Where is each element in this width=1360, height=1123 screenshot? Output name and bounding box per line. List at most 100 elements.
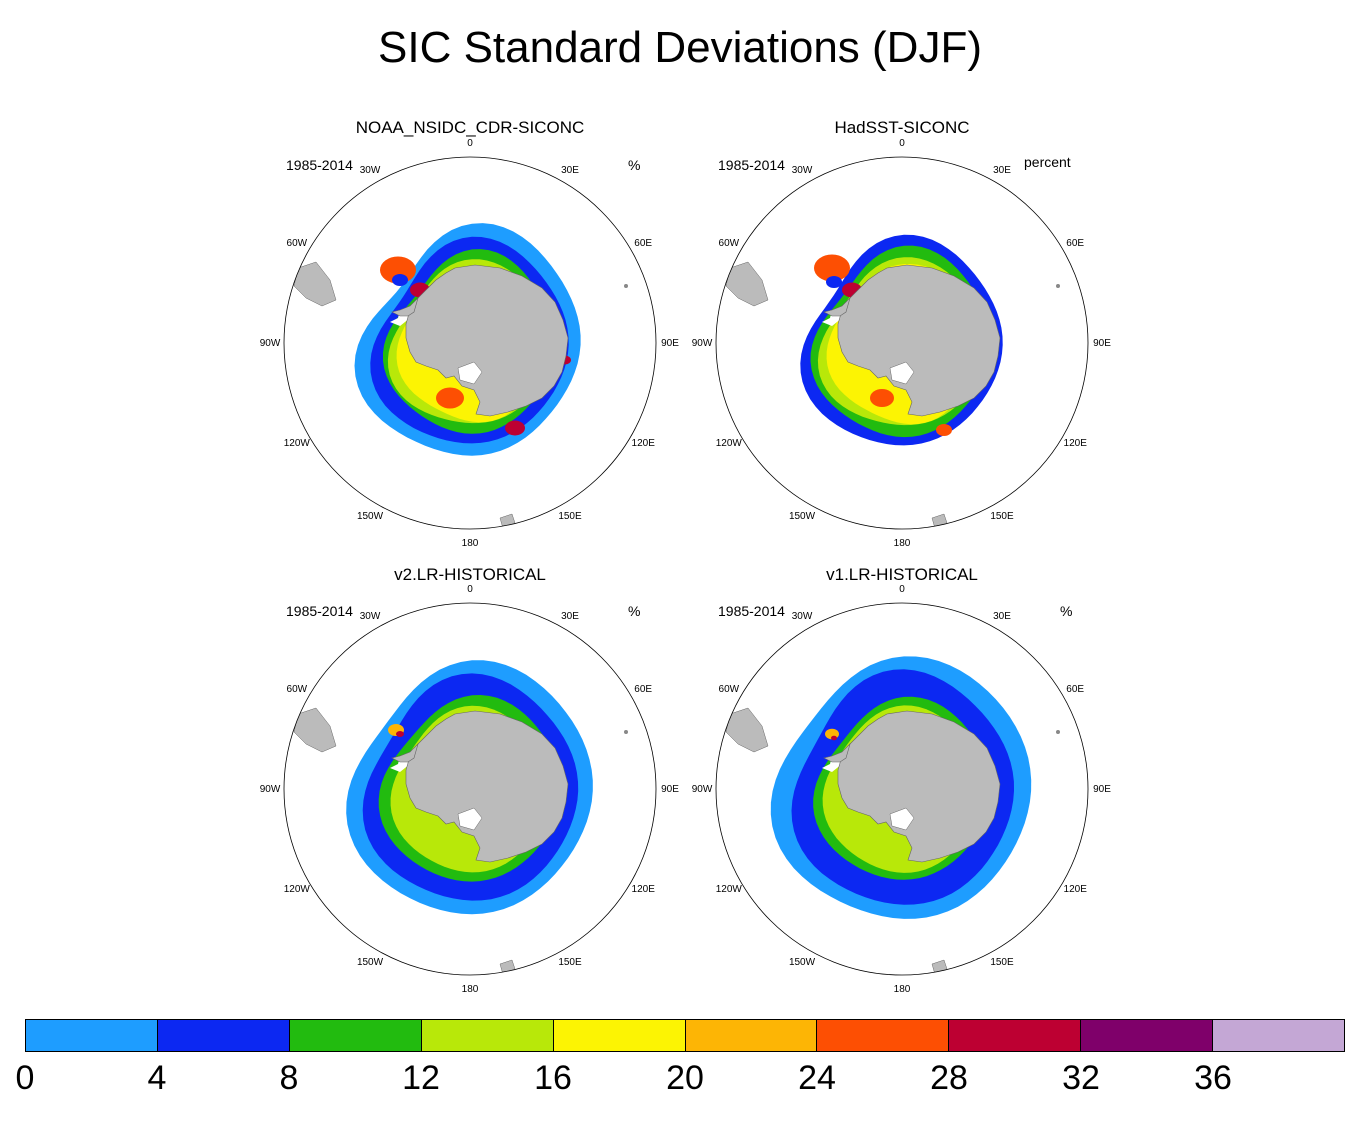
ice-shelf — [457, 361, 483, 385]
panel-units-v2: % — [628, 603, 641, 619]
colorbar-swatch — [685, 1019, 818, 1052]
sea-ice-hotspot — [826, 276, 842, 288]
new-zealand-land — [499, 513, 517, 529]
sea-ice-field — [293, 660, 628, 975]
island — [1056, 284, 1060, 288]
longitude-label: 180 — [462, 984, 479, 995]
new-zealand-land — [931, 513, 949, 529]
map-boundary — [715, 602, 1089, 976]
colorbar-tick-label: 32 — [1062, 1059, 1100, 1097]
longitude-label: 150E — [990, 511, 1014, 522]
panel-period-obs1: 1985-2014 — [286, 157, 353, 173]
colorbar-swatch — [817, 1019, 950, 1052]
longitude-label: 90E — [1093, 338, 1111, 349]
sea-ice-hotspot — [936, 424, 952, 436]
colorbar — [25, 1019, 1346, 1052]
ice-shelf — [889, 807, 915, 831]
longitude-label: 90E — [661, 338, 679, 349]
longitude-label: 90W — [692, 338, 713, 349]
panel-units-v1: % — [1060, 603, 1073, 619]
panel-units-obs1: % — [628, 157, 641, 173]
longitude-label: 120E — [1064, 884, 1088, 895]
sea-ice-hotspot — [436, 387, 464, 409]
longitude-label: 60E — [634, 684, 652, 695]
longitude-label: 90W — [260, 338, 281, 349]
longitude-label: 0 — [899, 138, 905, 149]
longitude-label: 90E — [1093, 784, 1111, 795]
sea-ice-field — [725, 234, 1060, 529]
panel-units-obs2: percent — [1024, 154, 1071, 170]
sea-ice-hotspot — [380, 256, 416, 284]
longitude-label: 60W — [287, 684, 308, 695]
longitude-label: 90E — [661, 784, 679, 795]
longitude-label: 30W — [792, 611, 813, 622]
map-boundary — [715, 156, 1089, 530]
longitude-label: 120W — [284, 884, 311, 895]
polar-map-v1: 0 30E 60E 90E 120E 150E 180 150W 120W 90W 60W 30W — [692, 584, 1112, 995]
longitude-label: 120E — [632, 884, 656, 895]
colorbar-swatch — [1213, 1019, 1346, 1052]
longitude-label: 120E — [632, 438, 656, 449]
colorbar-swatch — [553, 1019, 686, 1052]
longitude-label: 0 — [467, 138, 473, 149]
polar-map-obs1: 0 30E 60E 90E 120E 150E 180 150W 120W 90W 60W 30W — [260, 138, 680, 549]
sea-ice-hotspot — [392, 274, 408, 286]
longitude-label: 0 — [899, 584, 905, 595]
colorbar-tick-label: 16 — [534, 1059, 572, 1097]
longitude-label: 30E — [561, 165, 579, 176]
south-america-land — [725, 707, 769, 753]
panel-title-obs1: NOAA_NSIDC_CDR-SICONC — [355, 118, 585, 137]
longitude-label: 120W — [716, 438, 743, 449]
colorbar-tick-label: 0 — [15, 1059, 35, 1097]
antarctic-peninsula — [823, 742, 851, 763]
sea-ice-hotspot — [870, 389, 894, 407]
longitude-label: 120E — [1064, 438, 1088, 449]
colorbar-tick-label: 8 — [279, 1059, 299, 1097]
colorbar-tick-label: 12 — [402, 1059, 440, 1097]
sea-ice-field — [725, 656, 1060, 975]
panel-period-obs2: 1985-2014 — [718, 157, 785, 173]
longitude-label: 180 — [462, 538, 479, 549]
sea-ice-hotspot — [505, 420, 525, 436]
sea-ice-hotspot — [396, 731, 404, 737]
longitude-label: 30E — [561, 611, 579, 622]
colorbar-swatch — [421, 1019, 554, 1052]
longitude-label: 120W — [284, 438, 311, 449]
colorbar-swatch — [157, 1019, 290, 1052]
island — [624, 284, 628, 288]
longitude-label: 90W — [692, 784, 713, 795]
longitude-label: 90W — [260, 784, 281, 795]
longitude-label: 30W — [360, 165, 381, 176]
antarctic-peninsula — [823, 296, 851, 317]
longitude-label: 180 — [894, 538, 911, 549]
sea-ice-field — [293, 223, 628, 529]
colorbar-tick-label: 4 — [147, 1059, 167, 1097]
sea-ice-hotspot — [831, 735, 837, 741]
longitude-label: 150W — [789, 511, 816, 522]
colorbar-swatch — [949, 1019, 1082, 1052]
panel-title-v2: v2.LR-HISTORICAL — [394, 565, 546, 584]
longitude-label: 60W — [287, 238, 308, 249]
island — [624, 730, 628, 734]
longitude-label: 150W — [357, 511, 384, 522]
map-boundary — [283, 602, 657, 976]
longitude-label: 150W — [789, 957, 816, 968]
longitude-label: 150E — [990, 957, 1014, 968]
longitude-label: 30W — [360, 611, 381, 622]
longitude-label: 30E — [993, 611, 1011, 622]
panel-period-v2: 1985-2014 — [286, 603, 353, 619]
map-boundary — [283, 156, 657, 530]
longitude-label: 60W — [719, 238, 740, 249]
longitude-label: 30E — [993, 165, 1011, 176]
antarctic-peninsula — [391, 742, 419, 763]
island — [1056, 730, 1060, 734]
ice-shelf — [889, 361, 915, 385]
polar-map-obs2: 0 30E 60E 90E 120E 150E 180 150W 120W 90W 60W 30W — [692, 138, 1112, 549]
longitude-label: 60E — [1066, 684, 1084, 695]
colorbar-swatch — [25, 1019, 158, 1052]
colorbar-swatch — [289, 1019, 422, 1052]
colorbar-tick-label: 24 — [798, 1059, 836, 1097]
colorbar-tick-label: 28 — [930, 1059, 968, 1097]
south-america-land — [725, 261, 769, 307]
panel-title-obs2: HadSST-SICONC — [834, 118, 970, 137]
